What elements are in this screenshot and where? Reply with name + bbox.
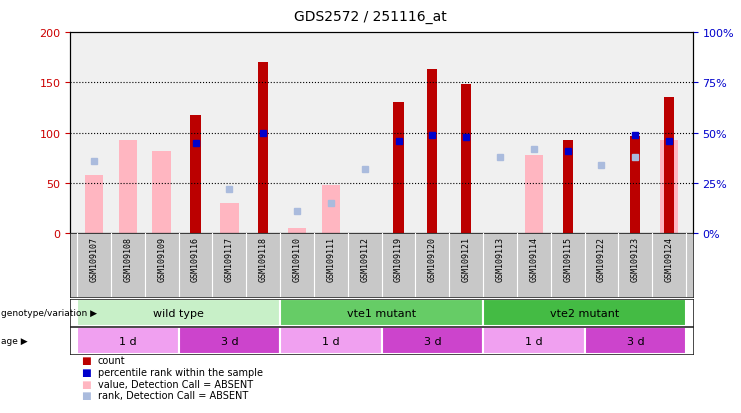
- Bar: [258, 63, 268, 233]
- Text: GDS2572 / 251116_at: GDS2572 / 251116_at: [294, 10, 447, 24]
- Bar: [483, 299, 686, 326]
- Text: 1 d: 1 d: [119, 336, 137, 346]
- Bar: [220, 203, 239, 233]
- Bar: [119, 140, 137, 233]
- Bar: [428, 70, 437, 233]
- Bar: [77, 328, 179, 354]
- Text: GSM109113: GSM109113: [496, 237, 505, 281]
- Text: GSM109122: GSM109122: [597, 237, 606, 281]
- Bar: [190, 116, 201, 233]
- Text: GSM109112: GSM109112: [360, 237, 369, 281]
- Text: percentile rank within the sample: percentile rank within the sample: [98, 367, 263, 377]
- Text: GSM109110: GSM109110: [293, 237, 302, 281]
- Text: GSM109124: GSM109124: [665, 237, 674, 281]
- Bar: [585, 328, 686, 354]
- Bar: [525, 155, 543, 233]
- Bar: [322, 185, 340, 233]
- Bar: [84, 175, 104, 233]
- Bar: [153, 151, 171, 233]
- Bar: [562, 140, 573, 233]
- Text: rank, Detection Call = ABSENT: rank, Detection Call = ABSENT: [98, 390, 248, 400]
- Bar: [393, 103, 404, 233]
- Text: GSM109121: GSM109121: [462, 237, 471, 281]
- Text: GSM109109: GSM109109: [157, 237, 166, 281]
- Text: GSM109117: GSM109117: [225, 237, 234, 281]
- Text: ■: ■: [82, 390, 91, 400]
- Text: vte2 mutant: vte2 mutant: [550, 308, 619, 318]
- Text: GSM109120: GSM109120: [428, 237, 437, 281]
- Text: count: count: [98, 356, 125, 366]
- Bar: [280, 328, 382, 354]
- Text: GSM109116: GSM109116: [191, 237, 200, 281]
- Bar: [461, 85, 471, 233]
- Text: GSM109115: GSM109115: [563, 237, 572, 281]
- Text: wild type: wild type: [153, 308, 204, 318]
- Text: GSM109114: GSM109114: [529, 237, 539, 281]
- Text: value, Detection Call = ABSENT: value, Detection Call = ABSENT: [98, 379, 253, 389]
- Text: age ▶: age ▶: [1, 337, 27, 345]
- Text: 3 d: 3 d: [626, 336, 644, 346]
- Text: 3 d: 3 d: [221, 336, 238, 346]
- Bar: [630, 136, 640, 233]
- Text: 1 d: 1 d: [525, 336, 542, 346]
- Bar: [664, 98, 674, 233]
- Text: GSM109108: GSM109108: [124, 237, 133, 281]
- Text: ■: ■: [82, 367, 91, 377]
- Bar: [288, 228, 306, 233]
- Text: genotype/variation ▶: genotype/variation ▶: [1, 309, 97, 317]
- Text: vte1 mutant: vte1 mutant: [347, 308, 416, 318]
- Text: ■: ■: [82, 379, 91, 389]
- Bar: [382, 328, 483, 354]
- Bar: [179, 328, 280, 354]
- Text: 3 d: 3 d: [424, 336, 441, 346]
- Text: GSM109123: GSM109123: [631, 237, 639, 281]
- Bar: [659, 140, 679, 233]
- Bar: [280, 299, 483, 326]
- Text: 1 d: 1 d: [322, 336, 339, 346]
- Text: GSM109107: GSM109107: [90, 237, 99, 281]
- Bar: [77, 299, 280, 326]
- Text: GSM109118: GSM109118: [259, 237, 268, 281]
- Text: ■: ■: [82, 356, 91, 366]
- Text: GSM109119: GSM109119: [394, 237, 403, 281]
- Text: GSM109111: GSM109111: [326, 237, 336, 281]
- Bar: [483, 328, 585, 354]
